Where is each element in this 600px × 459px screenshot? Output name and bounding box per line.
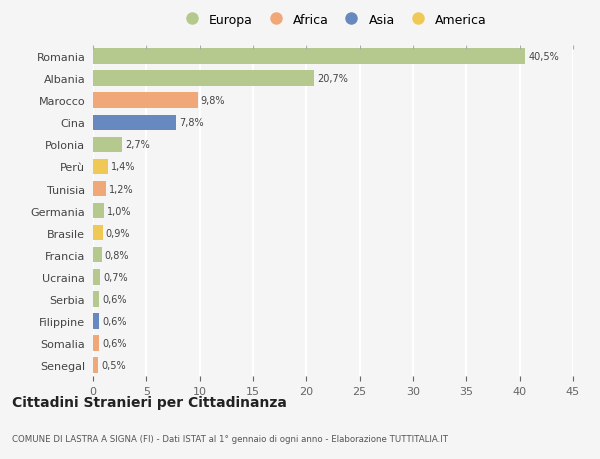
Text: 1,0%: 1,0% <box>107 206 131 216</box>
Bar <box>93 71 314 87</box>
Bar <box>93 358 98 373</box>
Text: COMUNE DI LASTRA A SIGNA (FI) - Dati ISTAT al 1° gennaio di ogni anno - Elaboraz: COMUNE DI LASTRA A SIGNA (FI) - Dati IST… <box>12 434 448 442</box>
Text: 1,4%: 1,4% <box>111 162 136 172</box>
Text: Cittadini Stranieri per Cittadinanza: Cittadini Stranieri per Cittadinanza <box>12 395 287 409</box>
Text: 0,7%: 0,7% <box>104 272 128 282</box>
Bar <box>93 247 101 263</box>
Text: 40,5%: 40,5% <box>528 52 559 62</box>
Bar <box>93 313 100 329</box>
Text: 1,2%: 1,2% <box>109 184 134 194</box>
Text: 0,6%: 0,6% <box>103 338 127 348</box>
Text: 20,7%: 20,7% <box>317 74 348 84</box>
Text: 2,7%: 2,7% <box>125 140 150 150</box>
Bar <box>93 203 104 219</box>
Bar <box>93 225 103 241</box>
Text: 0,9%: 0,9% <box>106 228 130 238</box>
Bar <box>93 115 176 131</box>
Bar <box>93 269 100 285</box>
Bar <box>93 336 100 351</box>
Text: 0,6%: 0,6% <box>103 316 127 326</box>
Text: 0,8%: 0,8% <box>105 250 129 260</box>
Bar <box>93 49 525 65</box>
Bar <box>93 159 108 175</box>
Text: 0,5%: 0,5% <box>101 360 126 370</box>
Text: 9,8%: 9,8% <box>201 96 225 106</box>
Text: 0,6%: 0,6% <box>103 294 127 304</box>
Bar <box>93 181 106 197</box>
Legend: Europa, Africa, Asia, America: Europa, Africa, Asia, America <box>179 13 487 27</box>
Bar <box>93 291 100 307</box>
Bar <box>93 93 197 109</box>
Bar <box>93 137 122 153</box>
Text: 7,8%: 7,8% <box>179 118 204 128</box>
